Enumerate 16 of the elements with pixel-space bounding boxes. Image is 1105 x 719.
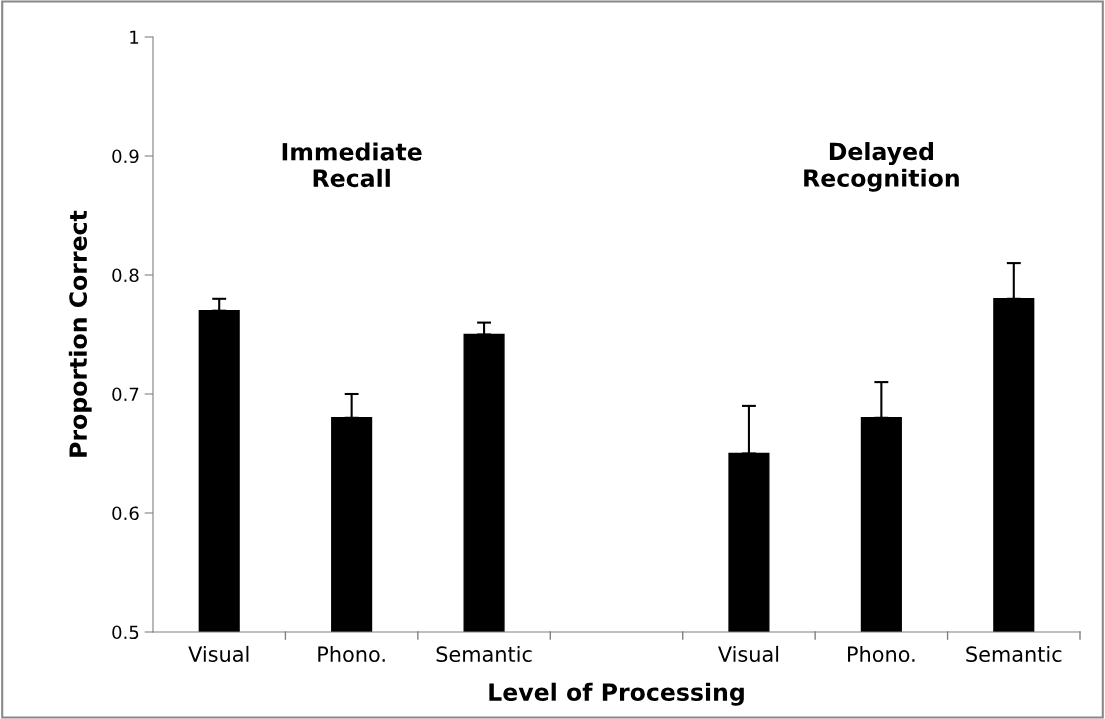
- y-tick-label: 0.8: [112, 268, 139, 283]
- annotation: Immediate Recall: [282, 142, 422, 188]
- y-tick-label: 0.7: [112, 387, 139, 402]
- x-tick-label: Semantic: [436, 645, 532, 663]
- x-tick-label: Phono.: [318, 645, 385, 663]
- annotation: Delayed Recognition: [804, 142, 959, 192]
- y-tick-label: 0.5: [112, 625, 139, 640]
- y-tick-label: 1: [130, 30, 139, 44]
- x-tick-label: Phono.: [848, 645, 915, 663]
- x-tick-label: Visual: [188, 645, 249, 663]
- x-axis-title: Level of Processing: [489, 682, 744, 706]
- x-tick-label: Visual: [718, 645, 779, 663]
- y-tick-label: 0.6: [112, 506, 139, 521]
- y-tick-label: 0.9: [112, 149, 139, 164]
- y-axis-title: Proportion Correct: [68, 210, 92, 457]
- x-tick-label: Semantic: [966, 645, 1062, 663]
